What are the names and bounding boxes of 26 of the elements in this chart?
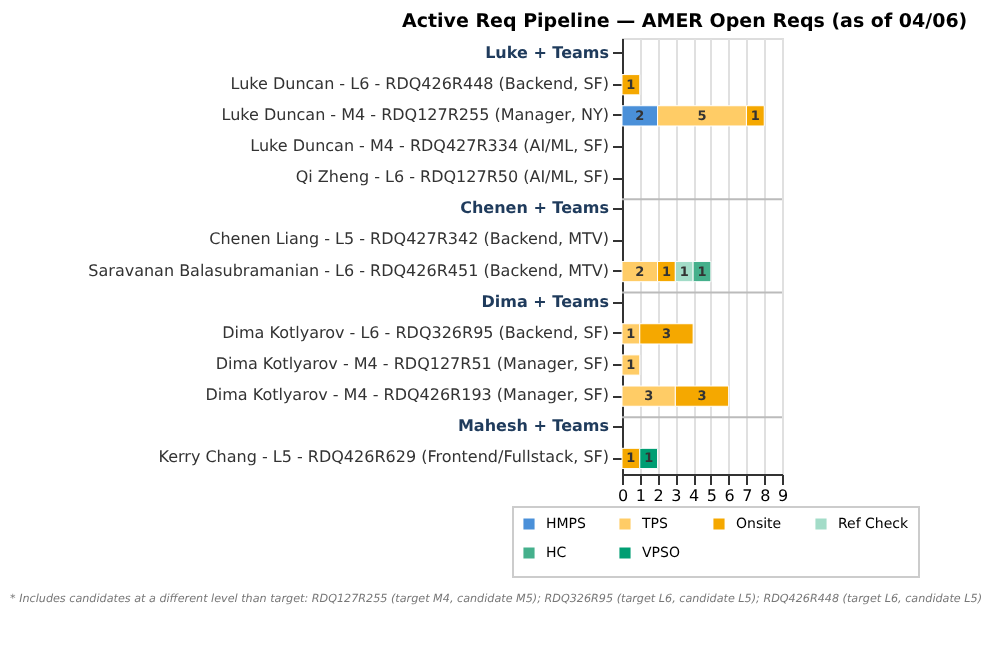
y-tick-label: Luke Duncan - M4 - RDQ427R334 (AI/ML, SF) bbox=[250, 137, 609, 155]
x-tick-label: 0 bbox=[617, 487, 629, 505]
chart-title: Active Req Pipeline — AMER Open Reqs (as of 04/06) bbox=[402, 11, 968, 33]
x-tick-label: 4 bbox=[689, 487, 700, 505]
x-tick-label: 2 bbox=[653, 487, 664, 505]
y-tick-label: Chenen Liang - L5 - RDQ427R342 (Backend, MTV) bbox=[209, 230, 609, 249]
y-tick-label: Luke + Teams bbox=[485, 43, 610, 62]
y-tick-label: Dima Kotlyarov - L6 - RDQ326R95 (Backend, SF) bbox=[222, 323, 609, 342]
x-tick-label: 6 bbox=[724, 487, 735, 505]
x-tick-label: 3 bbox=[671, 487, 682, 505]
y-tick-label: Dima + Teams bbox=[481, 292, 610, 311]
y-tick-label: Kerry Chang - L5 - RDQ426R629 (Frontend/Fullstack, SF) bbox=[158, 448, 609, 467]
y-tick-label: Mahesh + Teams bbox=[457, 417, 610, 436]
y-tick-label: Saravanan Balasubramanian - L6 - RDQ426R451 (Backend, MTV) bbox=[88, 261, 609, 280]
bar bbox=[621, 354, 641, 376]
x-tick-label: 9 bbox=[777, 487, 789, 505]
y-tick-label: Luke Duncan - L6 - RDQ426R448 (Backend, SF) bbox=[230, 74, 609, 93]
x-tick-label: 8 bbox=[760, 487, 771, 505]
y-tick-label: Dima Kotlyarov - M4 - RDQ127R51 (Manager, SF) bbox=[215, 355, 609, 373]
y-tick-label: Luke Duncan - M4 - RDQ127R255 (Manager, NY) bbox=[221, 105, 609, 124]
y-tick-label: Dima Kotlyarov - M4 - RDQ426R193 (Manager, SF) bbox=[205, 386, 609, 405]
y-tick-label: Qi Zheng - L6 - RDQ127R50 (AI/ML, SF) bbox=[295, 168, 609, 187]
x-tick-label: 5 bbox=[706, 487, 717, 505]
y-tick-label: Chenen + Teams bbox=[460, 199, 610, 218]
x-tick-label: 1 bbox=[635, 487, 646, 505]
x-tick-label: 7 bbox=[742, 487, 753, 505]
